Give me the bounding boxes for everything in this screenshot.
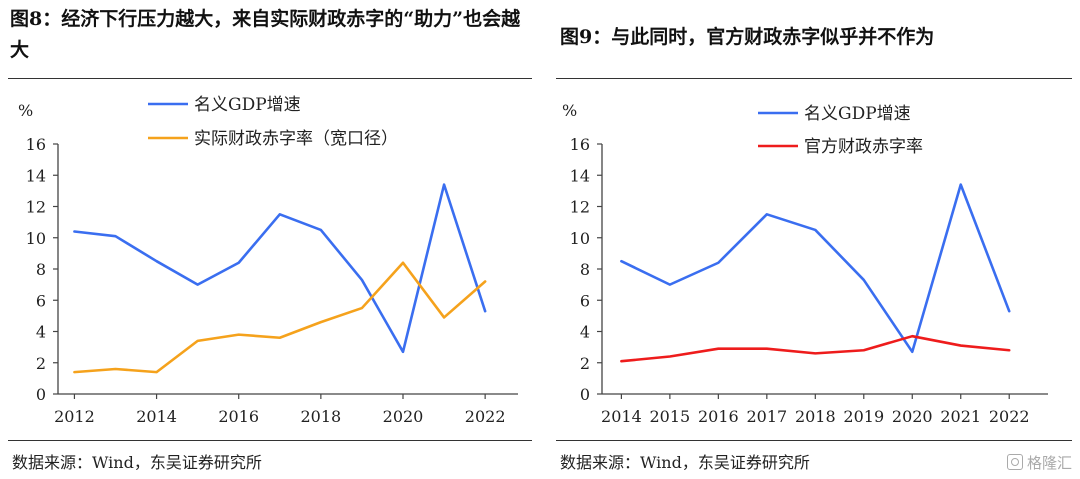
series-line-1 — [73, 183, 487, 354]
x-tick-label: 2014 — [601, 407, 642, 426]
x-tick-label: 2019 — [843, 407, 884, 426]
y-tick-label: 4 — [36, 323, 46, 342]
chart-panel-left: 图8：经济下行压力越大，来自实际财政赤字的“助力”也会越大 0 2 4 6 8 10 12 1… — [8, 8, 532, 472]
source-note: 数据来源：Wind，东吴证券研究所 — [560, 453, 810, 472]
x-tick-label: 2018 — [795, 407, 836, 426]
y-axis-label: % — [18, 101, 33, 120]
x-tick-label: 2016 — [698, 407, 739, 426]
y-tick-label: 12 — [570, 198, 590, 217]
x-tick-label: 2018 — [300, 407, 341, 426]
gelonghui-logo-icon — [1006, 454, 1023, 470]
y-tick-label: 4 — [580, 323, 590, 342]
y-tick-label: 14 — [570, 166, 590, 185]
y-tick-label: 0 — [580, 385, 590, 404]
x-tick-label: 2022 — [465, 407, 506, 426]
x-tick-label: 2016 — [218, 407, 259, 426]
line-chart-left: 0 2 4 6 8 10 12 14 16% 2012 2014 2016 2018 2020 2022 名义… — [18, 95, 518, 426]
y-tick-label: 14 — [26, 166, 46, 185]
y-tick-label: 12 — [26, 198, 46, 217]
bottom-divider — [8, 440, 532, 441]
x-tick-label: 2015 — [650, 407, 691, 426]
x-tick-label: 2017 — [746, 407, 787, 426]
y-tick-label: 2 — [36, 354, 46, 373]
watermark: 格隆汇 — [1006, 452, 1072, 473]
series-line-2 — [620, 334, 1011, 363]
y-tick-label: 6 — [36, 291, 46, 310]
y-tick-label: 6 — [580, 291, 590, 310]
chart-title: 图8：经济下行压力越大，来自实际财政赤字的“助力”也会越大 — [10, 8, 521, 61]
watermark-text: 格隆汇 — [1026, 454, 1072, 472]
x-tick-label: 2021 — [940, 407, 981, 426]
x-tick-label: 2012 — [54, 407, 95, 426]
y-tick-label: 10 — [26, 229, 46, 248]
y-tick-label: 16 — [570, 135, 590, 154]
y-tick-label: 10 — [570, 229, 590, 248]
top-divider — [556, 78, 1072, 79]
legend-label: 名义GDP增速 — [194, 95, 301, 115]
chart-panel-right: 图9：与此同时，官方财政赤字似乎并不作为 0 2 4 6 8 10 12 14 16% 2014 2… — [548, 0, 1080, 479]
y-tick-label: 8 — [580, 260, 590, 279]
bottom-divider — [556, 440, 1072, 441]
y-tick-label: 0 — [36, 385, 46, 404]
x-tick-label: 2022 — [989, 407, 1030, 426]
source-note: 数据来源：Wind，东吴证券研究所 — [12, 453, 262, 472]
series-line-2 — [73, 261, 487, 374]
legend-label: 名义GDP增速 — [804, 104, 911, 124]
top-divider — [8, 78, 532, 79]
y-tick-label: 16 — [26, 135, 46, 154]
x-tick-label: 2020 — [892, 407, 933, 426]
chart-title: 图9：与此同时，官方财政赤字似乎并不作为 — [560, 26, 935, 48]
legend-label: 官方财政赤字率 — [804, 137, 923, 157]
y-tick-label: 2 — [580, 354, 590, 373]
legend-label: 实际财政赤字率（宽口径） — [194, 129, 398, 149]
series-line-1 — [620, 183, 1011, 354]
line-chart-right: 0 2 4 6 8 10 12 14 16% 2014 2015 2016 2017 2018 2019 20… — [562, 101, 1048, 426]
x-tick-label: 2020 — [383, 407, 424, 426]
y-tick-label: 8 — [36, 260, 46, 279]
y-axis-label: % — [562, 101, 577, 120]
x-tick-label: 2014 — [136, 407, 177, 426]
